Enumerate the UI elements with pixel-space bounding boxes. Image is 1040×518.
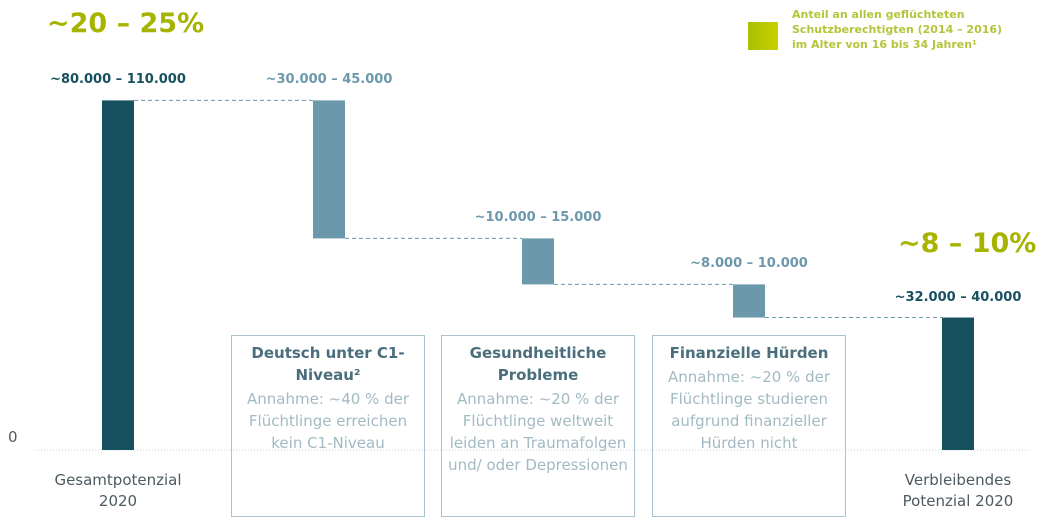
legend-line: im Alter von 16 bis 34 Jahren¹	[792, 38, 977, 51]
legend-swatch	[748, 22, 778, 50]
bar-label: ~10.000 – 15.000	[474, 210, 602, 226]
annotation-box: Finanzielle Hürden Annahme: ~20 % der Flü…	[652, 335, 846, 517]
bar-label: ~8.000 – 10.000	[690, 256, 808, 272]
box-title: Gesundheitliche Probleme	[469, 344, 607, 384]
bar	[102, 100, 134, 451]
bar-label: ~30.000 – 45.000	[265, 72, 393, 88]
highlight: ~8 – 10%	[898, 228, 1037, 259]
x-tick-label: Verbleibendes Potenzial 2020	[902, 471, 1014, 510]
legend-line: Anteil an allen geflüchteten	[792, 8, 965, 21]
box-text: Annahme: ~20 % der Flüchtlinge weltweit …	[448, 390, 628, 474]
bar	[733, 284, 765, 318]
legend-line: Schutzberechtigten (2014 – 2016)	[792, 23, 1003, 36]
box-text: Annahme: ~40 % der Flüchtlinge erreichen…	[247, 390, 409, 452]
box-title: Finanzielle Hürden	[669, 344, 829, 362]
bar	[942, 317, 974, 450]
box-text: Annahme: ~20 % der Flüchtlinge studieren…	[668, 368, 830, 452]
annotation-box: Deutsch unter C1-Niveau² Annahme: ~40 % d…	[231, 335, 425, 517]
bar	[313, 100, 345, 239]
bar	[522, 238, 554, 285]
bar-label: ~80.000 – 110.000	[50, 72, 186, 88]
highlight: ~20 – 25%	[47, 8, 205, 39]
annotation-box: Gesundheitliche Probleme Annahme: ~20 % d…	[441, 335, 635, 517]
x-tick-label: Gesamtpotenzial 2020	[54, 471, 182, 510]
legend: Anteil an allen geflüchteten Schutzberec…	[792, 7, 1002, 52]
y-tick-label: 0	[8, 428, 18, 446]
box-title: Deutsch unter C1-Niveau²	[251, 344, 405, 384]
bar-label: ~32.000 – 40.000	[894, 289, 1022, 305]
